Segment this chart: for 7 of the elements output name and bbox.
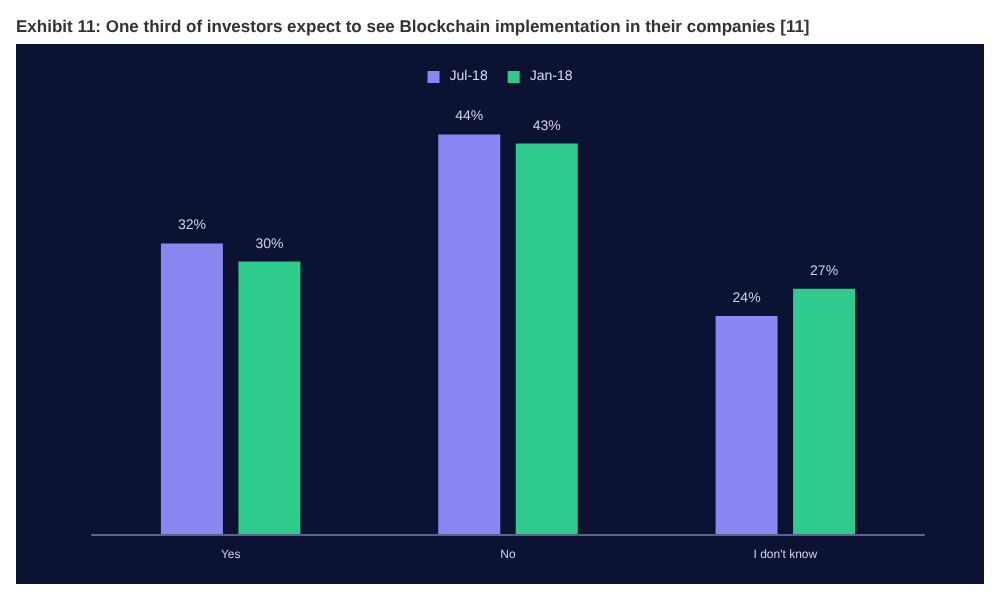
- bar: [793, 288, 856, 534]
- bar: [238, 261, 301, 534]
- bar: [438, 134, 501, 534]
- bar: [515, 143, 578, 534]
- bar: [160, 243, 223, 534]
- chart-title: Exhibit 11: One third of investors expect to see Blockchain implementation in their companies [11]: [16, 16, 812, 40]
- bar: [715, 316, 778, 534]
